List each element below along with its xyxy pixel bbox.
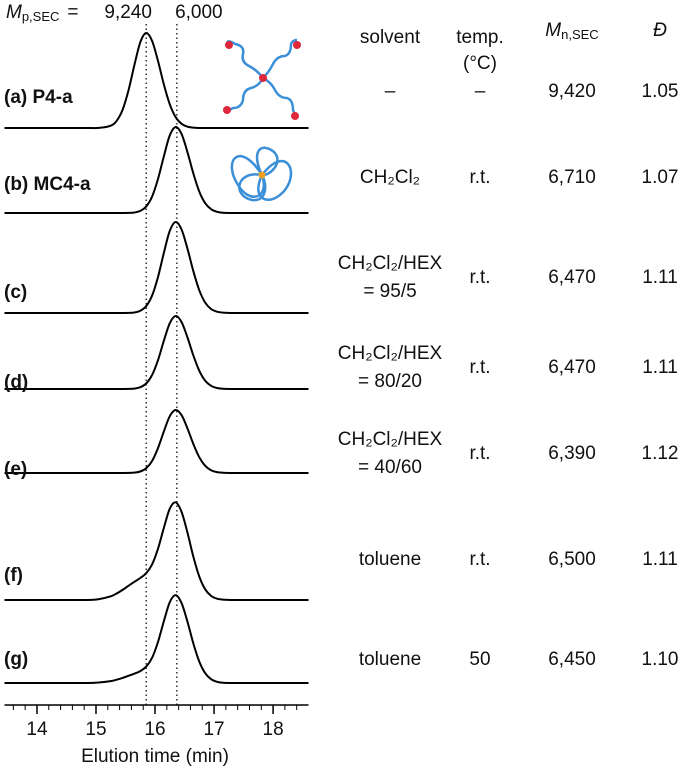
marker-label: 9,240 [104, 2, 152, 23]
cell-mn: 6,450 [548, 649, 596, 670]
cell-solvent: = 95/5 [363, 281, 416, 302]
marker-title-subscript: p,SEC [22, 9, 60, 24]
cell-mn: 6,470 [548, 267, 596, 288]
marker-title: Mp,SEC = [6, 2, 79, 24]
trace [4, 315, 309, 391]
cell-d: 1.11 [642, 549, 678, 570]
cell-temp: 50 [469, 649, 490, 670]
header-temp: temp. [456, 27, 504, 48]
marker-title-suffix: = [67, 2, 78, 23]
cell-temp: r.t. [469, 443, 490, 464]
cell-temp: – [475, 81, 486, 102]
cell-solvent: toluene [359, 649, 421, 670]
trace-label: (e) [4, 459, 27, 480]
cell-mn: 6,390 [548, 443, 596, 464]
header-mn-subscript: n,SEC [561, 27, 599, 42]
header-d: Đ [653, 20, 667, 41]
trace [4, 409, 309, 475]
cell-mn: 6,470 [548, 357, 596, 378]
x-tick-label: 15 [85, 719, 106, 740]
cyclic-icon-core [258, 171, 266, 179]
trace [4, 501, 309, 602]
cell-solvent: toluene [359, 549, 421, 570]
cell-solvent: = 80/20 [358, 371, 422, 392]
x-tick-label: 14 [26, 719, 48, 740]
cell-d: 1.12 [642, 443, 679, 464]
cyclic-icon [230, 146, 293, 202]
cell-mn: 6,710 [548, 167, 596, 188]
header-temp-unit: (°C) [463, 53, 497, 74]
cell-solvent: = 40/60 [358, 457, 422, 478]
header-mn-symbol: M [545, 20, 561, 41]
trace [4, 594, 309, 685]
cell-d: 1.11 [642, 357, 678, 378]
cell-temp: r.t. [469, 357, 490, 378]
trace-label: (a) P4-a [4, 87, 73, 108]
cell-d: 1.11 [642, 267, 678, 288]
cell-solvent: CH₂Cl₂/HEX [338, 343, 443, 364]
cell-d: 1.10 [642, 649, 679, 670]
x-tick-label: 17 [203, 719, 224, 740]
cell-solvent: CH₂Cl₂ [360, 167, 420, 188]
x-axis-title: Elution time (min) [81, 746, 229, 767]
marker-title-symbol: M [6, 2, 22, 23]
marker-label: 6,000 [175, 2, 223, 23]
star-icon-ends [223, 41, 301, 120]
trace-label: (g) [4, 649, 28, 670]
trace-label: (d) [4, 372, 28, 393]
cell-temp: r.t. [469, 167, 490, 188]
cell-solvent: CH₂Cl₂/HEX [338, 429, 443, 450]
trace [4, 32, 309, 130]
header-mn: Mn,SEC [545, 20, 598, 42]
trace [4, 126, 309, 215]
trace-label: (b) MC4-a [4, 174, 91, 195]
cell-mn: 6,500 [548, 549, 596, 570]
cell-solvent: CH₂Cl₂/HEX [338, 253, 443, 274]
cell-mn: 9,420 [548, 81, 596, 102]
cell-d: 1.05 [642, 81, 679, 102]
cell-temp: r.t. [469, 549, 490, 570]
trace-label: (f) [4, 565, 23, 586]
trace [4, 221, 309, 315]
header-solvent: solvent [360, 27, 421, 48]
cell-temp: r.t. [469, 267, 490, 288]
x-tick-label: 18 [263, 719, 284, 740]
trace-label: (c) [4, 282, 27, 303]
x-tick-label: 16 [144, 719, 165, 740]
cell-solvent: – [385, 81, 396, 102]
cell-d: 1.07 [642, 167, 679, 188]
